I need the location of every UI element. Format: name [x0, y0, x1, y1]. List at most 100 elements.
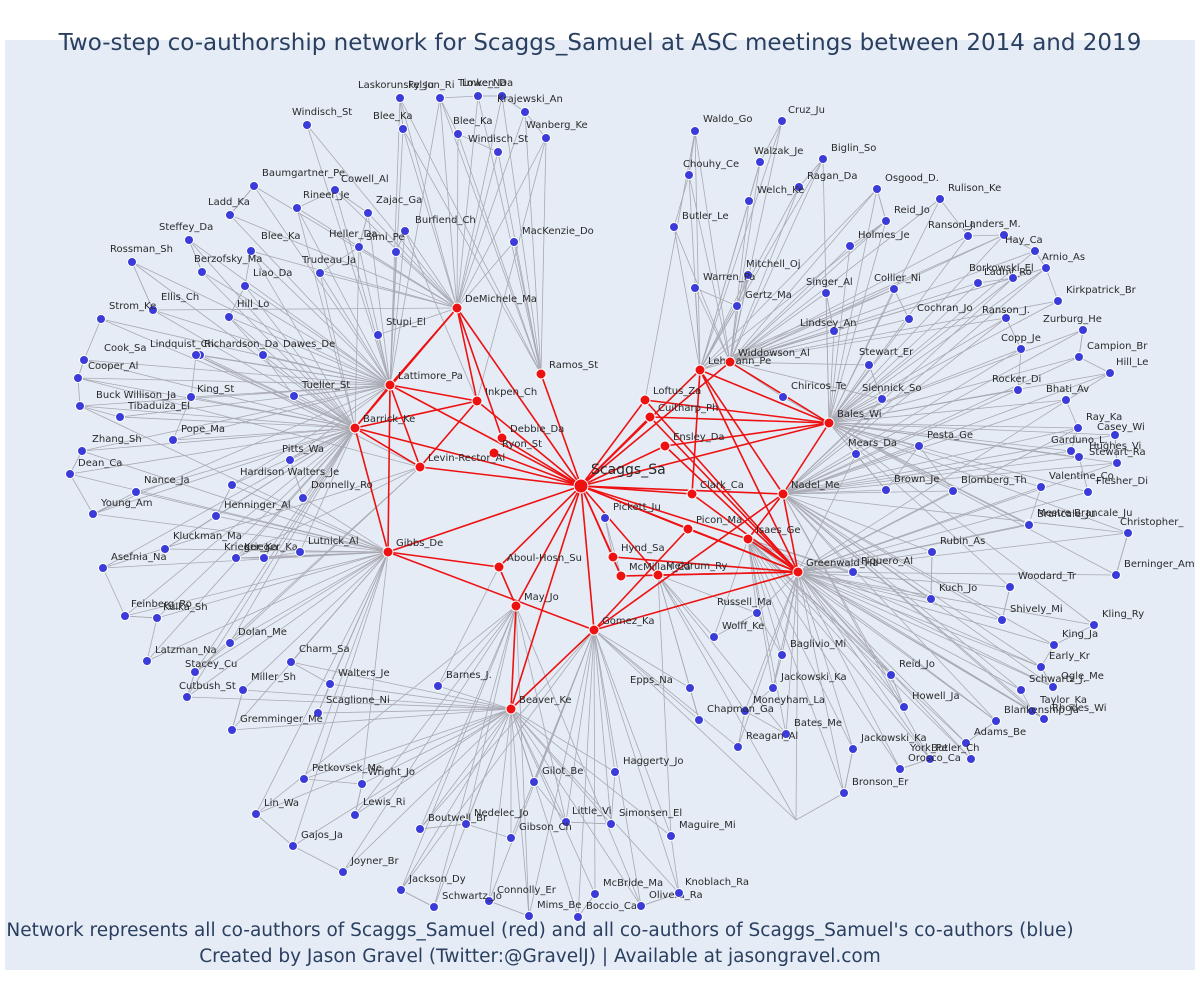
coauthor-node-second-degree-marker[interactable] — [1016, 344, 1026, 354]
coauthor-node-second-degree-marker[interactable] — [142, 656, 152, 666]
coauthor-node-second-degree[interactable]: Felson_Ri — [408, 80, 455, 103]
coauthor-node-second-degree-marker[interactable] — [794, 182, 804, 192]
coauthor-node-second-degree[interactable]: Zajac_Ga — [363, 195, 423, 218]
coauthor-node-second-degree[interactable]: Rocker_Di — [992, 374, 1041, 395]
coauthor-node-second-degree-marker[interactable] — [829, 326, 839, 336]
coauthor-node-second-degree[interactable]: Biglin_So — [818, 143, 877, 164]
coauthor-node-second-degree[interactable]: King_Ja — [1049, 629, 1099, 650]
coauthor-node-second-degree-marker[interactable] — [289, 391, 299, 401]
coauthor-node-second-degree-marker[interactable] — [694, 715, 704, 725]
coauthor-node-second-degree-marker[interactable] — [690, 283, 700, 293]
coauthor-node-second-degree[interactable]: Valentine_Co — [1036, 471, 1114, 492]
coauthor-node-first-degree[interactable]: McMillan_Ca — [615, 562, 691, 582]
coauthor-node-first-degree-marker[interactable] — [535, 368, 547, 380]
coauthor-node-first-degree-marker[interactable] — [382, 546, 394, 558]
coauthor-node-first-degree[interactable]: Widdowson_Al — [724, 348, 810, 368]
coauthor-node-second-degree-marker[interactable] — [461, 819, 471, 829]
coauthor-node-second-degree[interactable]: Christopher_ — [1120, 517, 1184, 538]
coauthor-node-second-degree-marker[interactable] — [755, 157, 765, 167]
coauthor-node-second-degree-marker[interactable] — [666, 831, 676, 841]
coauthor-node-second-degree-marker[interactable] — [684, 170, 694, 180]
coauthor-node-second-degree-marker[interactable] — [259, 553, 269, 563]
coauthor-node-second-degree-marker[interactable] — [1110, 430, 1120, 440]
coauthor-node-second-degree-marker[interactable] — [636, 901, 646, 911]
coauthor-node-second-degree[interactable]: Strom_Ke — [96, 301, 157, 324]
coauthor-node-second-degree-marker[interactable] — [396, 885, 406, 895]
coauthor-node-second-degree-marker[interactable] — [238, 685, 248, 695]
coauthor-node-first-degree[interactable]: Loftus_Za — [639, 386, 701, 406]
coauthor-node-second-degree[interactable]: Welch_Ke — [744, 185, 805, 206]
coauthor-node-first-degree[interactable]: Levin-Rector_Al — [414, 453, 505, 473]
coauthor-node-second-degree-marker[interactable] — [295, 547, 305, 557]
coauthor-node-second-degree-marker[interactable] — [75, 401, 85, 411]
coauthor-node-second-degree[interactable]: Chapman_Ga — [694, 704, 774, 725]
coauthor-node-second-degree-marker[interactable] — [313, 708, 323, 718]
coauthor-node-second-degree[interactable]: Reagan_Al — [733, 731, 799, 752]
coauthor-node-second-degree-marker[interactable] — [96, 314, 106, 324]
coauthor-node-second-degree[interactable]: Hughes_Vi — [1074, 441, 1142, 462]
coauthor-node-second-degree-marker[interactable] — [186, 392, 196, 402]
coauthor-node-second-degree-marker[interactable] — [997, 615, 1007, 625]
coauthor-node-second-degree[interactable]: Blankenship_Ju — [991, 705, 1080, 726]
coauthor-node-first-degree-marker[interactable] — [724, 356, 736, 368]
coauthor-node-second-degree[interactable]: Dean_Ca — [65, 458, 123, 479]
coauthor-node-second-degree[interactable]: Cook_Sa — [79, 343, 147, 365]
coauthor-node-second-degree-marker[interactable] — [160, 544, 170, 554]
coauthor-node-second-degree[interactable]: Gertz_Ma — [732, 290, 792, 311]
coauthor-node-second-degree[interactable]: Reid_Jo — [881, 205, 930, 226]
coauthor-node-second-degree[interactable]: Collier_Ni — [874, 273, 921, 294]
coauthor-node-first-degree[interactable]: Cuitharp_Ph — [644, 403, 718, 423]
coauthor-node-second-degree[interactable]: Laskorunsky_Ju — [358, 80, 434, 103]
coauthor-node-second-degree[interactable]: Early_Kr — [1036, 651, 1091, 672]
coauthor-node-first-degree-marker[interactable] — [488, 447, 500, 459]
coauthor-node-second-degree-marker[interactable] — [1041, 263, 1051, 273]
coauthor-node-second-degree-marker[interactable] — [148, 305, 158, 315]
coauthor-node-second-degree[interactable]: Pitts_Wa — [282, 444, 324, 465]
coauthor-node-first-degree-marker[interactable] — [652, 569, 664, 581]
coauthor-node-second-degree-marker[interactable] — [231, 553, 241, 563]
coauthor-node-second-degree[interactable]: Rineer_Je — [292, 190, 350, 213]
coauthor-node-first-degree-marker[interactable] — [471, 395, 483, 407]
coauthor-node-second-degree-marker[interactable] — [1048, 682, 1058, 692]
coauthor-node-second-degree[interactable]: Howell_Ja — [899, 691, 960, 712]
coauthor-node-second-degree-marker[interactable] — [744, 196, 754, 206]
coauthor-node-second-degree[interactable]: Young_Am — [88, 498, 153, 519]
coauthor-node-second-degree[interactable]: Siennick_So — [862, 383, 922, 404]
coauthor-node-first-degree-marker[interactable] — [823, 417, 835, 429]
coauthor-node-second-degree-marker[interactable] — [610, 767, 620, 777]
coauthor-node-second-degree[interactable]: Moneyham_La — [740, 695, 826, 716]
coauthor-node-second-degree-marker[interactable] — [197, 267, 207, 277]
coauthor-node-second-degree[interactable]: Cutbush_St — [179, 681, 236, 702]
coauthor-node-first-degree[interactable]: Isaes_Ge — [742, 525, 801, 545]
coauthor-node-second-degree[interactable]: Boutwell_Br — [415, 813, 488, 834]
coauthor-node-second-degree[interactable]: Mitchell_Oj — [743, 259, 801, 280]
coauthor-node-first-degree[interactable]: Barrick_Ke — [349, 414, 415, 434]
coauthor-node-second-degree[interactable]: Jackowski_Ka — [768, 672, 847, 693]
coauthor-node-second-degree[interactable]: Barnes_J. — [433, 670, 492, 691]
coauthor-node-second-degree[interactable]: Taylor_Ka — [1027, 695, 1088, 716]
coauthor-node-second-degree-marker[interactable] — [1001, 313, 1011, 323]
coauthor-node-second-degree-marker[interactable] — [1024, 520, 1034, 530]
coauthor-node-second-degree[interactable]: Kling_Ry — [1089, 609, 1145, 630]
coauthor-node-second-degree[interactable]: Epps_Na — [630, 675, 695, 693]
coauthor-node-second-degree-marker[interactable] — [258, 350, 268, 360]
coauthor-node-second-degree[interactable]: MacKenzie_Do — [509, 226, 594, 247]
coauthor-node-second-degree-marker[interactable] — [541, 133, 551, 143]
coauthor-node-second-degree[interactable]: Krajewski_An — [497, 94, 563, 117]
coauthor-node-first-degree[interactable]: Aboul-Hosn_Su — [493, 553, 582, 573]
coauthor-node-second-degree[interactable]: Bronson_Er — [839, 777, 910, 798]
coauthor-node-second-degree[interactable]: Berninger_Am — [1111, 559, 1195, 580]
coauthor-node-second-degree[interactable]: Butler_Ch — [931, 743, 979, 764]
coauthor-node-second-degree-marker[interactable] — [191, 350, 201, 360]
coauthor-node-second-degree[interactable]: Pickett_Ju — [600, 502, 661, 523]
coauthor-node-second-degree-marker[interactable] — [373, 330, 383, 340]
coauthor-node-second-degree[interactable]: Wolff_Ke — [709, 621, 765, 642]
coauthor-node-second-degree[interactable]: Arnio_As — [1041, 252, 1086, 273]
coauthor-node-second-degree[interactable]: Gibson_Ch — [506, 822, 572, 843]
coauthor-node-second-degree-marker[interactable] — [963, 231, 973, 241]
coauthor-node-second-degree[interactable]: Hill_Lo — [224, 299, 270, 322]
coauthor-node-second-degree[interactable]: Trudeau_Ja — [301, 255, 356, 278]
coauthor-node-second-degree[interactable]: Baumgartner_Pe — [249, 168, 346, 191]
coauthor-node-second-degree[interactable]: Donnelly_Ro — [298, 480, 373, 503]
